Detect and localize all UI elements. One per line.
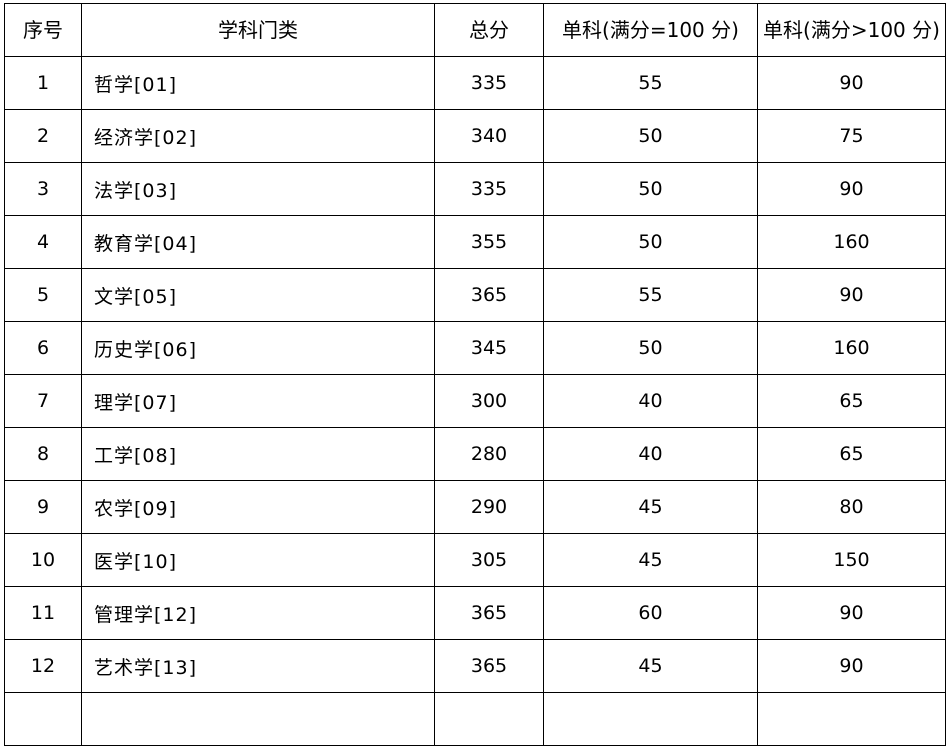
table-row: 3 法学[03] 335 50 90 xyxy=(4,162,946,216)
cell-single-100: 50 xyxy=(543,321,758,375)
cell-index: 2 xyxy=(4,109,82,163)
cell-total: 335 xyxy=(434,162,544,216)
empty-cell xyxy=(543,692,758,746)
empty-cell xyxy=(81,692,435,746)
cell-index: 11 xyxy=(4,586,82,640)
cell-single-over-100: 90 xyxy=(757,162,946,216)
cell-total: 300 xyxy=(434,374,544,428)
table-row: 11 管理学[12] 365 60 90 xyxy=(4,586,946,640)
cell-single-over-100: 80 xyxy=(757,480,946,534)
cell-single-over-100: 90 xyxy=(757,639,946,693)
cell-single-100: 45 xyxy=(543,480,758,534)
table-row: 2 经济学[02] 340 50 75 xyxy=(4,109,946,163)
table-header-row: 序号 学科门类 总分 单科(满分=100 分) 单科(满分>100 分) xyxy=(4,3,946,57)
header-subject: 学科门类 xyxy=(81,3,435,57)
empty-cell xyxy=(4,692,82,746)
cell-single-100: 45 xyxy=(543,533,758,587)
cell-subject: 哲学[01] xyxy=(81,56,435,110)
cell-total: 365 xyxy=(434,586,544,640)
cell-single-over-100: 75 xyxy=(757,109,946,163)
cell-single-over-100: 160 xyxy=(757,321,946,375)
cell-index: 4 xyxy=(4,215,82,269)
cell-index: 8 xyxy=(4,427,82,481)
cell-subject: 医学[10] xyxy=(81,533,435,587)
cell-single-100: 50 xyxy=(543,215,758,269)
cell-total: 290 xyxy=(434,480,544,534)
cell-subject: 历史学[06] xyxy=(81,321,435,375)
empty-cell xyxy=(434,692,544,746)
table-row: 8 工学[08] 280 40 65 xyxy=(4,427,946,481)
cell-single-100: 50 xyxy=(543,162,758,216)
cell-single-over-100: 90 xyxy=(757,268,946,322)
cell-single-100: 40 xyxy=(543,427,758,481)
cell-index: 9 xyxy=(4,480,82,534)
cell-subject: 法学[03] xyxy=(81,162,435,216)
header-total: 总分 xyxy=(434,3,544,57)
empty-cell xyxy=(757,692,946,746)
cell-subject: 教育学[04] xyxy=(81,215,435,269)
cell-subject: 文学[05] xyxy=(81,268,435,322)
cell-total: 365 xyxy=(434,268,544,322)
cell-subject: 经济学[02] xyxy=(81,109,435,163)
cell-index: 1 xyxy=(4,56,82,110)
cell-index: 3 xyxy=(4,162,82,216)
cell-single-100: 55 xyxy=(543,268,758,322)
cell-index: 6 xyxy=(4,321,82,375)
table-row: 12 艺术学[13] 365 45 90 xyxy=(4,639,946,693)
cell-single-over-100: 90 xyxy=(757,586,946,640)
table-row-partial xyxy=(4,692,946,746)
cell-index: 10 xyxy=(4,533,82,587)
header-single-100: 单科(满分=100 分) xyxy=(543,3,758,57)
table-row: 9 农学[09] 290 45 80 xyxy=(4,480,946,534)
cell-subject: 管理学[12] xyxy=(81,586,435,640)
cell-subject: 艺术学[13] xyxy=(81,639,435,693)
cell-total: 305 xyxy=(434,533,544,587)
header-index: 序号 xyxy=(4,3,82,57)
cell-single-over-100: 90 xyxy=(757,56,946,110)
cell-total: 280 xyxy=(434,427,544,481)
table-row: 1 哲学[01] 335 55 90 xyxy=(4,56,946,110)
cell-single-over-100: 65 xyxy=(757,374,946,428)
cell-total: 335 xyxy=(434,56,544,110)
score-table: 序号 学科门类 总分 单科(满分=100 分) 单科(满分>100 分) 1 哲学… xyxy=(4,3,946,746)
table-row: 7 理学[07] 300 40 65 xyxy=(4,374,946,428)
cell-single-over-100: 65 xyxy=(757,427,946,481)
cell-subject: 工学[08] xyxy=(81,427,435,481)
cell-subject: 农学[09] xyxy=(81,480,435,534)
header-single-over-100: 单科(满分>100 分) xyxy=(757,3,946,57)
table-row: 5 文学[05] 365 55 90 xyxy=(4,268,946,322)
cell-subject: 理学[07] xyxy=(81,374,435,428)
cell-single-over-100: 160 xyxy=(757,215,946,269)
cell-total: 345 xyxy=(434,321,544,375)
cell-total: 355 xyxy=(434,215,544,269)
cell-single-100: 45 xyxy=(543,639,758,693)
table-row: 4 教育学[04] 355 50 160 xyxy=(4,215,946,269)
cell-total: 340 xyxy=(434,109,544,163)
cell-single-over-100: 150 xyxy=(757,533,946,587)
table-row: 10 医学[10] 305 45 150 xyxy=(4,533,946,587)
cell-single-100: 50 xyxy=(543,109,758,163)
cell-index: 12 xyxy=(4,639,82,693)
cell-index: 7 xyxy=(4,374,82,428)
cell-total: 365 xyxy=(434,639,544,693)
cell-single-100: 60 xyxy=(543,586,758,640)
cell-single-100: 40 xyxy=(543,374,758,428)
cell-index: 5 xyxy=(4,268,82,322)
table-row: 6 历史学[06] 345 50 160 xyxy=(4,321,946,375)
cell-single-100: 55 xyxy=(543,56,758,110)
